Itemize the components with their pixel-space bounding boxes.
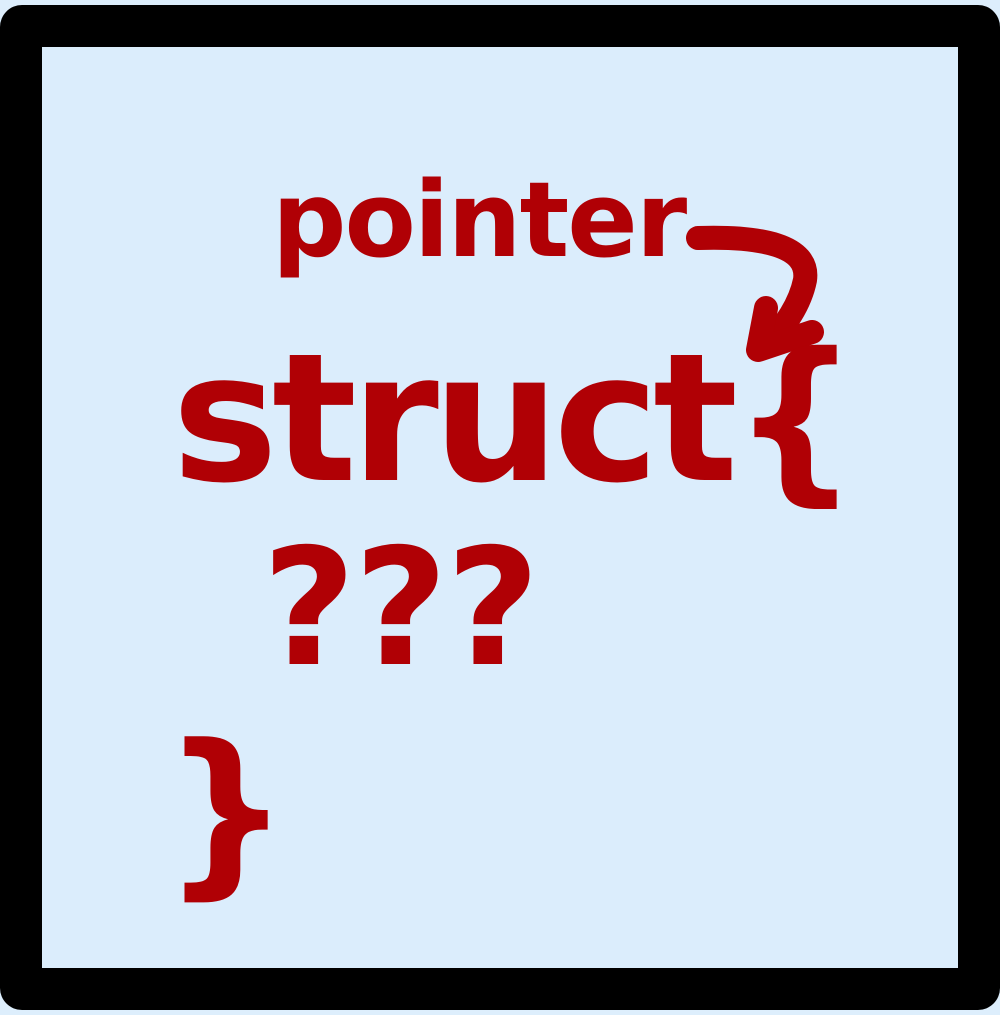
diagram-frame xyxy=(0,5,1000,1010)
struct-open-line: struct{ xyxy=(172,315,859,522)
struct-close-brace: } xyxy=(162,707,291,916)
struct-members-placeholder: ??? xyxy=(262,515,540,703)
pointer-label: pointer xyxy=(272,159,687,281)
